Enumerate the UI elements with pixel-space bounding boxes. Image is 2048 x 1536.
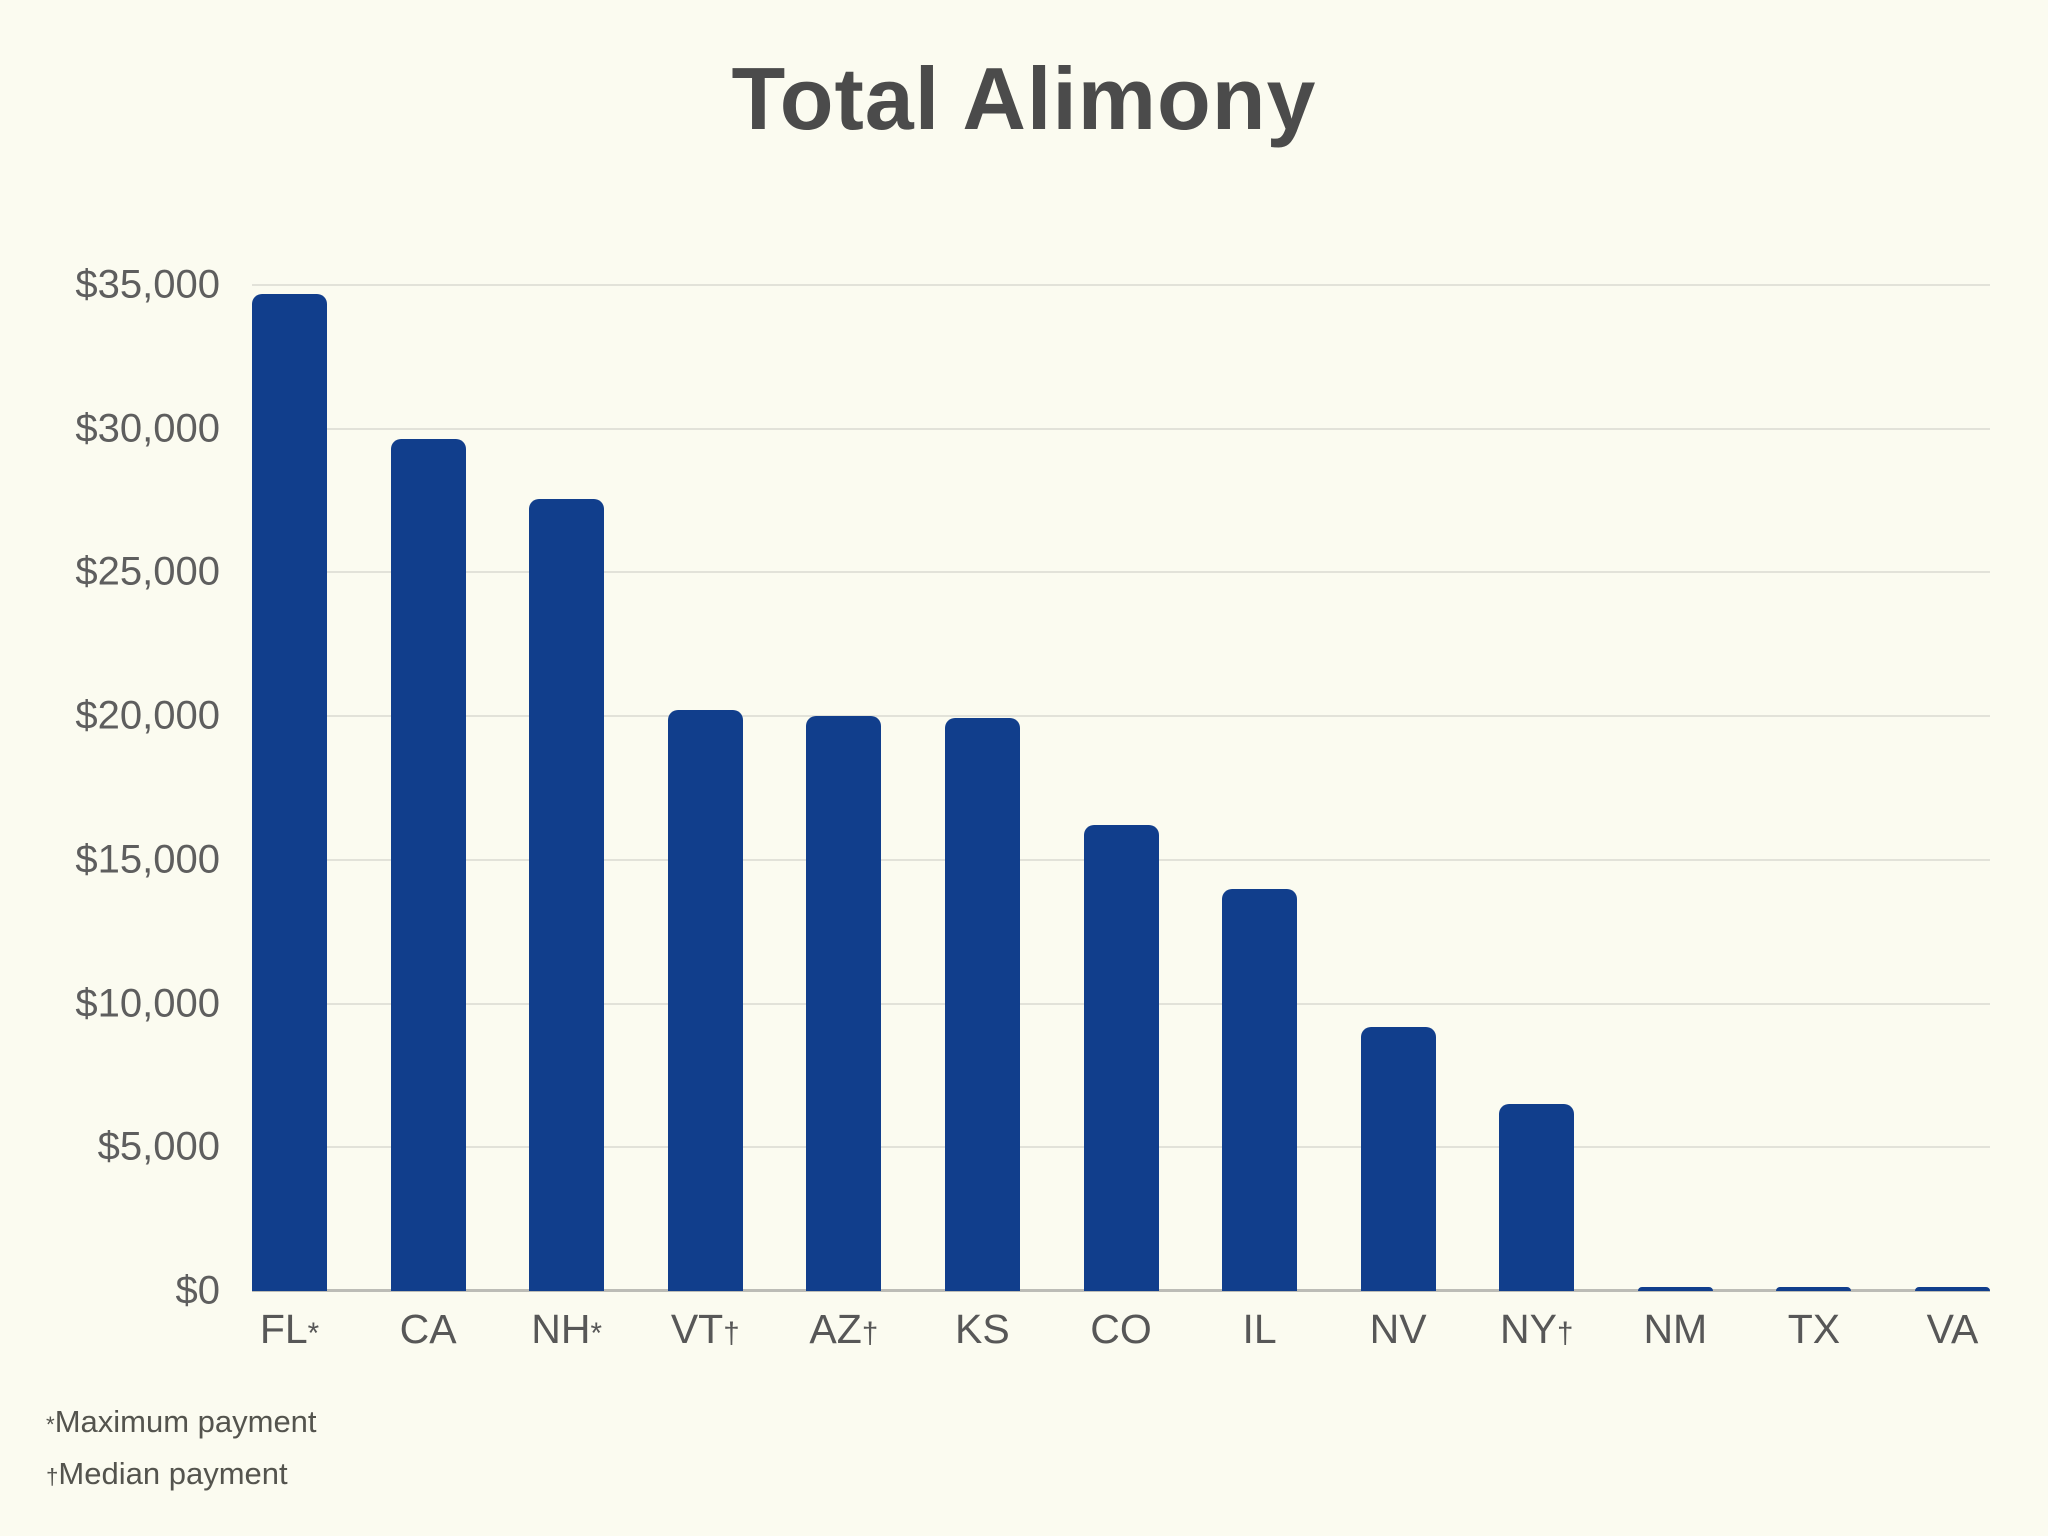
gridline-20000 (252, 715, 1990, 718)
x-label-vt: VT† (670, 1306, 740, 1352)
footnotes: *Maximum payment †Median payment (46, 1396, 317, 1500)
x-label-az: AZ† (809, 1306, 879, 1352)
y-tick-label: $15,000 (75, 837, 220, 882)
x-label-fl: FL* (259, 1306, 320, 1352)
bar-va (1915, 1287, 1990, 1291)
gridline-35000 (252, 284, 1990, 286)
bar-fl (252, 293, 327, 1291)
x-label-co: CO (1090, 1306, 1152, 1352)
footnote-text: Maximum payment (54, 1404, 317, 1439)
x-label-ca: CA (399, 1306, 457, 1352)
x-label-ny: NY† (1500, 1306, 1574, 1352)
y-tick-label: $35,000 (75, 262, 220, 307)
chart-title: Total Alimony (731, 49, 1317, 148)
x-label-nv: NV (1369, 1306, 1427, 1352)
y-tick-label: $25,000 (75, 549, 220, 594)
dagger-marker: † (1557, 1317, 1574, 1350)
asterisk-marker: * (590, 1317, 603, 1350)
x-label-nh: NH* (531, 1306, 603, 1352)
bar-ks (944, 717, 1020, 1291)
plot-area (252, 284, 1990, 1292)
x-label-va: VA (1926, 1306, 1979, 1352)
asterisk-marker: * (46, 1412, 55, 1437)
y-axis-labels: $0 $5,000 $10,000 $15,000 $20,000 $25,000 $30,… (0, 263, 220, 1313)
gridline-25000 (252, 571, 1990, 574)
y-tick-label: $20,000 (75, 693, 220, 738)
bar-il (1222, 888, 1298, 1291)
x-label-nm: NM (1643, 1306, 1708, 1352)
x-axis-labels: FL* CA NH* VT† AZ† KS CO IL NV NY† NM TX VA (252, 1306, 1990, 1366)
bar-nm (1637, 1287, 1713, 1291)
asterisk-marker: * (307, 1317, 320, 1350)
bar-ca (390, 438, 466, 1291)
x-label-tx: TX (1787, 1306, 1841, 1352)
dagger-marker: † (861, 1317, 879, 1350)
dagger-marker: † (46, 1464, 59, 1489)
bar-az (806, 716, 882, 1291)
gridline-30000 (252, 427, 1990, 430)
bar-nv (1360, 1026, 1436, 1291)
y-tick-label: $30,000 (75, 406, 220, 451)
bar-vt (667, 710, 743, 1291)
x-label-il: IL (1242, 1306, 1277, 1352)
bar-nh (529, 499, 605, 1291)
bar-tx (1776, 1287, 1852, 1291)
dagger-marker: † (723, 1317, 740, 1350)
footnote-maximum-payment: *Maximum payment (46, 1396, 317, 1448)
x-label-ks: KS (955, 1306, 1010, 1352)
y-tick-label: $0 (175, 1268, 221, 1313)
y-tick-label: $5,000 (97, 1124, 220, 1169)
y-tick-label: $10,000 (75, 981, 220, 1026)
footnote-text: Median payment (58, 1456, 288, 1491)
bar-co (1083, 825, 1159, 1291)
bar-ny (1499, 1104, 1575, 1291)
footnote-median-payment: †Median payment (46, 1448, 317, 1500)
